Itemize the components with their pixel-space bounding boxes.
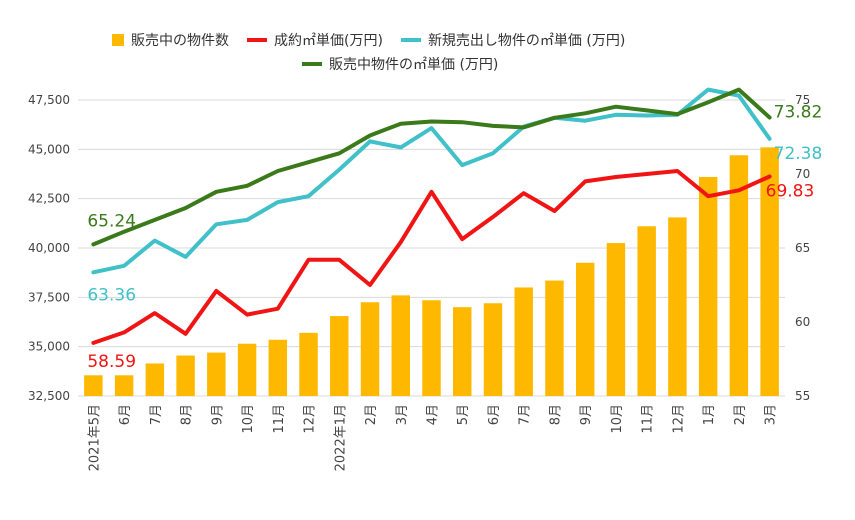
- line-series-group: [91, 87, 772, 345]
- bar: [453, 307, 472, 396]
- bar-series: [84, 147, 779, 396]
- right-axis-tick-label: 65: [795, 241, 810, 255]
- legend-item-contract-price: 成約㎡単価(万円): [247, 30, 383, 50]
- bar: [483, 303, 503, 396]
- right-axis: 55 60 65 70 75: [795, 93, 810, 403]
- last-value-label: 69.83: [766, 182, 815, 202]
- bar: [637, 226, 656, 396]
- bar: [207, 352, 226, 396]
- bar: [545, 280, 564, 396]
- x-axis-category-label: 2022年1月: [333, 404, 348, 471]
- x-axis-category-label: 8月: [180, 404, 195, 425]
- left-axis: 32,500 35,000 37,500 40,000 42,500 45,000 47,5…: [28, 93, 70, 403]
- legend-label-contract-price: 成約㎡単価(万円): [274, 33, 383, 49]
- right-axis-tick-label: 75: [795, 93, 810, 107]
- left-axis-tick-label: 40,000: [28, 241, 70, 255]
- legend-row-1: 販売中の物件数 成約㎡単価(万円) 新規売出し物件の㎡単価 (万円): [112, 30, 643, 50]
- legend-item-bar: 販売中の物件数: [112, 30, 229, 50]
- x-axis-category-label: 8月: [548, 404, 563, 425]
- right-axis-tick-label: 70: [795, 167, 810, 181]
- left-axis-tick-label: 45,000: [28, 142, 70, 156]
- bar: [514, 287, 533, 396]
- bar: [237, 343, 257, 396]
- left-axis-tick-label: 37,500: [28, 290, 70, 304]
- last-value-label: 73.82: [774, 102, 823, 122]
- x-axis-category-label: 2月: [733, 404, 748, 425]
- right-axis-tick-label: 55: [795, 389, 810, 403]
- bar: [299, 332, 318, 396]
- legend-swatch-new-listing-price: [400, 38, 421, 42]
- x-axis-category-label: 1月: [702, 404, 717, 425]
- legend-item-new-listing-price: 新規売出し物件の㎡単価 (万円): [400, 30, 626, 50]
- left-axis-tick-label: 35,000: [28, 340, 70, 354]
- x-axis-category-label: 11月: [272, 404, 287, 434]
- right-axis-tick-label: 60: [795, 315, 810, 329]
- legend-label-on-sale-price: 販売中物件の㎡単価 (万円): [329, 57, 499, 73]
- x-axis-category-label: 2021年5月: [87, 404, 102, 471]
- x-axis-category-label: 4月: [426, 404, 441, 425]
- bar: [760, 147, 779, 396]
- x-axis-category-label: 2月: [364, 404, 379, 425]
- x-axis-category-label: 3月: [395, 404, 410, 425]
- line-series-1: [91, 87, 772, 275]
- x-axis: 2021年5月 6月 7月 8月 9月 10月 11月 12月 2022年1月 2月 3月 4月 5月 6…: [87, 404, 778, 471]
- legend-label-bar: 販売中の物件数: [131, 33, 229, 49]
- x-axis-category-label: 6月: [487, 404, 502, 425]
- legend-row-2: 販売中物件の㎡単価 (万円): [302, 54, 516, 74]
- left-axis-tick-label: 42,500: [28, 192, 70, 206]
- first-value-label: 65.24: [87, 211, 136, 231]
- bar: [176, 355, 195, 396]
- x-axis-category-label: 9月: [579, 404, 594, 425]
- legend-swatch-bar: [112, 34, 124, 46]
- last-value-label: 72.38: [774, 144, 823, 164]
- x-axis-category-label: 9月: [210, 404, 225, 425]
- left-axis-tick-label: 47,500: [28, 93, 70, 107]
- bar: [84, 375, 103, 396]
- bar: [330, 316, 349, 396]
- x-axis-category-label: 7月: [518, 404, 533, 425]
- x-axis-category-label: 3月: [764, 404, 779, 425]
- legend-swatch-contract-price: [247, 38, 267, 42]
- bar: [268, 339, 288, 396]
- bar: [360, 302, 380, 396]
- line-series-0: [91, 169, 772, 345]
- first-value-label: 63.36: [87, 285, 136, 305]
- x-axis-category-label: 12月: [303, 404, 318, 434]
- x-axis-category-label: 11月: [641, 404, 656, 434]
- legend-label-new-listing-price: 新規売出し物件の㎡単価 (万円): [427, 33, 626, 49]
- bar: [668, 217, 687, 396]
- x-axis-category-label: 10月: [610, 404, 625, 434]
- legend-swatch-on-sale-price: [302, 62, 322, 66]
- x-axis-category-label: 7月: [149, 404, 164, 425]
- bar: [145, 363, 165, 396]
- first-value-label: 58.59: [87, 352, 136, 372]
- bar: [575, 262, 595, 396]
- bar: [114, 375, 134, 396]
- x-axis-category-label: 6月: [118, 404, 133, 425]
- data-labels: 58.59 69.83 63.36 72.38 65.24 73.82: [87, 102, 822, 371]
- bar: [606, 243, 626, 396]
- x-axis-category-label: 10月: [241, 404, 256, 434]
- x-axis-category-label: 12月: [671, 404, 686, 434]
- bar: [698, 176, 718, 396]
- bar: [422, 300, 441, 396]
- line-series-2: [91, 87, 772, 247]
- legend-item-on-sale-price: 販売中物件の㎡単価 (万円): [302, 54, 498, 74]
- x-axis-category-label: 5月: [456, 404, 471, 425]
- bar: [391, 295, 410, 396]
- left-axis-tick-label: 32,500: [28, 389, 70, 403]
- bar: [729, 155, 749, 396]
